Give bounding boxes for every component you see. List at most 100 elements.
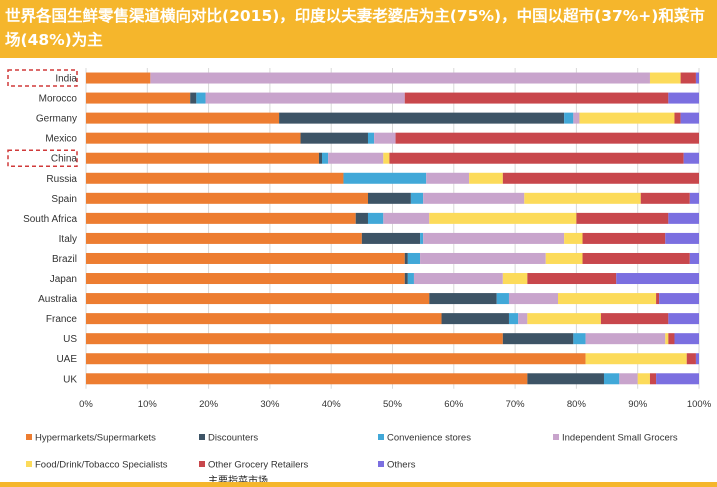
category-label: China xyxy=(51,154,78,165)
bar-segment xyxy=(600,313,669,325)
legend-swatch xyxy=(26,461,32,467)
bar-segment xyxy=(680,112,699,124)
bar-segment xyxy=(404,92,669,104)
bar-segment xyxy=(659,293,699,305)
legend-swatch xyxy=(553,434,559,440)
bar-segment xyxy=(502,273,528,285)
bar-segment xyxy=(616,273,699,285)
bar-segment xyxy=(674,112,681,124)
legend-label: Discounters xyxy=(208,433,258,444)
bar-segment xyxy=(656,293,660,305)
bar-segment xyxy=(86,252,405,264)
category-label: Australia xyxy=(38,294,77,305)
category-label: India xyxy=(55,74,77,85)
bar-segment xyxy=(579,112,675,124)
x-tick-label: 20% xyxy=(199,399,219,410)
bar-segment xyxy=(689,192,699,204)
bar-segment xyxy=(86,212,356,224)
bar-segment xyxy=(361,232,421,244)
bar-segment xyxy=(668,313,699,325)
bar-segment xyxy=(395,132,699,144)
x-tick-label: 30% xyxy=(260,399,280,410)
bar-segment xyxy=(640,192,690,204)
bar-segment xyxy=(389,152,684,164)
bar-segment xyxy=(518,313,528,325)
category-label: US xyxy=(63,334,77,345)
bar-segment xyxy=(668,212,699,224)
bar-segment xyxy=(619,373,638,385)
bar-segment xyxy=(205,92,405,104)
bar-segment xyxy=(407,273,414,285)
bar-segment xyxy=(695,72,699,84)
legend-swatch xyxy=(199,461,205,467)
highlight-box xyxy=(7,149,78,167)
bar-segment xyxy=(649,72,681,84)
legend-label: Independent Small Grocers xyxy=(562,433,678,444)
bar-segment xyxy=(420,252,546,264)
bar-segment xyxy=(649,373,657,385)
bar-segment xyxy=(343,172,427,184)
legend-swatch xyxy=(199,434,205,440)
bar-segment xyxy=(502,172,699,184)
bar-segment xyxy=(508,293,559,305)
bar-segment xyxy=(564,232,583,244)
bar-segment xyxy=(564,112,574,124)
category-labels: India Morocco Germany Mexico China Russia Spai… xyxy=(23,74,77,386)
bar-segment xyxy=(423,192,525,204)
x-tick-label: 60% xyxy=(444,399,464,410)
bar-segment xyxy=(585,353,687,365)
legend-swatch xyxy=(378,461,384,467)
bar-segment xyxy=(86,373,528,385)
bar-segment xyxy=(582,232,666,244)
legend-label: Convenience stores xyxy=(387,433,471,444)
bar-segment xyxy=(524,192,641,204)
title-banner xyxy=(0,0,717,58)
legend-swatch xyxy=(378,434,384,440)
bottom-band xyxy=(0,482,717,487)
x-axis-ticks: 0% 10% 20% 30% 40% 50% 60% 70% 80% 90% 100% xyxy=(79,399,712,410)
legend-swatch xyxy=(26,434,32,440)
bar-segment xyxy=(413,273,503,285)
bar-segment xyxy=(322,152,329,164)
bar-segment xyxy=(279,112,565,124)
bar-segment xyxy=(573,333,586,345)
highlight-boxes xyxy=(7,69,78,167)
highlight-box xyxy=(7,69,78,87)
legend-label: Other Grocery Retailers xyxy=(208,460,309,471)
bar-segment xyxy=(686,353,696,365)
bar-segment xyxy=(665,232,699,244)
x-tick-label: 0% xyxy=(79,399,93,410)
bar-segment xyxy=(558,293,657,305)
category-label: Spain xyxy=(51,194,77,205)
bar-segment xyxy=(86,353,586,365)
bar-segment xyxy=(86,273,405,285)
bar-segment xyxy=(429,293,497,305)
category-label: France xyxy=(46,314,78,325)
bar-segment xyxy=(86,132,301,144)
bar-segment xyxy=(585,333,666,345)
bar-segment xyxy=(545,252,583,264)
bar-segment xyxy=(86,172,344,184)
bar-segment xyxy=(355,212,368,224)
category-label: Mexico xyxy=(45,134,77,145)
bar-segment xyxy=(527,273,617,285)
category-label: Russia xyxy=(46,174,77,185)
bar-segment xyxy=(404,252,408,264)
category-label: Japan xyxy=(50,274,77,285)
bar-segment xyxy=(86,313,442,325)
bar-segment xyxy=(441,313,509,325)
bar-segment xyxy=(508,313,519,325)
bar-segment xyxy=(426,172,470,184)
legend-label: Food/Drink/Tobacco Specialists xyxy=(35,460,168,471)
bar-segment xyxy=(665,333,669,345)
bar-segment xyxy=(300,132,368,144)
page-title: 世界各国生鲜零售渠道横向对比(2015)，印度以夫妻老婆店为主(75%)，中国以… xyxy=(5,7,705,49)
bar-segment xyxy=(86,232,362,244)
bar-segment xyxy=(367,132,375,144)
bar-segment xyxy=(527,373,604,385)
legend-label: Hypermarkets/Supermarkets xyxy=(35,433,156,444)
bar-segment xyxy=(496,293,509,305)
bar-segment xyxy=(582,252,690,264)
bar-segment xyxy=(689,252,699,264)
